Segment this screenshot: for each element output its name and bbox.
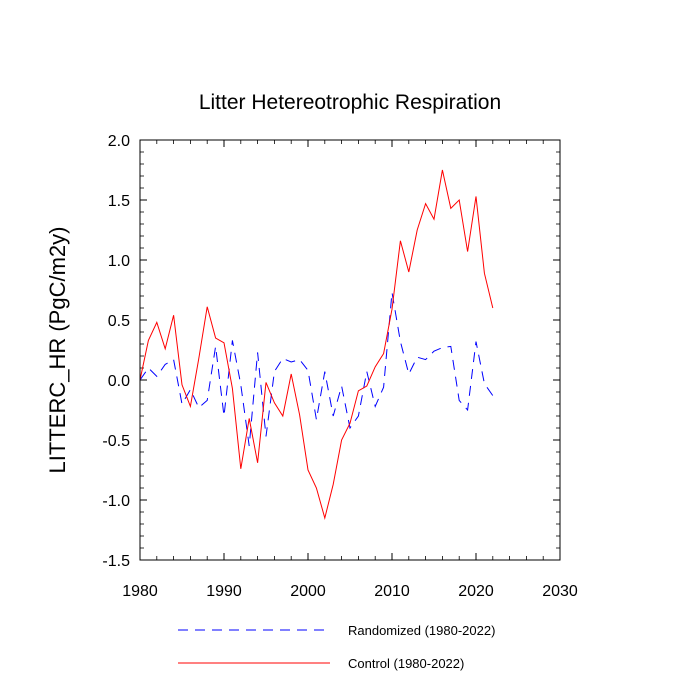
legend: Randomized (1980-2022) Control (1980-2022… (178, 623, 495, 671)
x-tick-label: 2020 (458, 583, 494, 600)
legend-label: Control (1980-2022) (348, 656, 464, 671)
x-tick-label: 2000 (290, 583, 326, 600)
y-tick-label: 2.0 (108, 133, 130, 150)
y-tick-labels: -1.5 -1.0 -0.5 0.0 0.5 1.0 1.5 2.0 (102, 133, 130, 570)
y-tick-label: 0.5 (108, 313, 130, 330)
y-tick-label: 1.5 (108, 193, 130, 210)
y-axis-label: LITTERC_HR (PgC/m2y) (45, 227, 70, 474)
x-tick-label: 2010 (374, 583, 410, 600)
y-tick-label: -1.5 (102, 553, 130, 570)
x-tick-label: 1980 (122, 583, 158, 600)
plot-frame (139, 139, 561, 561)
series-line-control (139, 169, 494, 520)
x-tick-labels: 1980 1990 2000 2010 2020 2030 (122, 583, 578, 600)
legend-label: Randomized (1980-2022) (348, 623, 495, 638)
axis-ticks (139, 139, 561, 561)
y-tick-label: 1.0 (108, 253, 130, 270)
y-tick-label: -1.0 (102, 493, 130, 510)
x-tick-label: 1990 (206, 583, 242, 600)
y-tick-label: 0.0 (108, 373, 130, 390)
series-line-randomized (139, 292, 494, 447)
x-tick-label: 2030 (542, 583, 578, 600)
chart-title: Litter Hetereotrophic Respiration (199, 91, 501, 114)
y-tick-label: -0.5 (102, 433, 130, 450)
series-layer (139, 169, 494, 520)
